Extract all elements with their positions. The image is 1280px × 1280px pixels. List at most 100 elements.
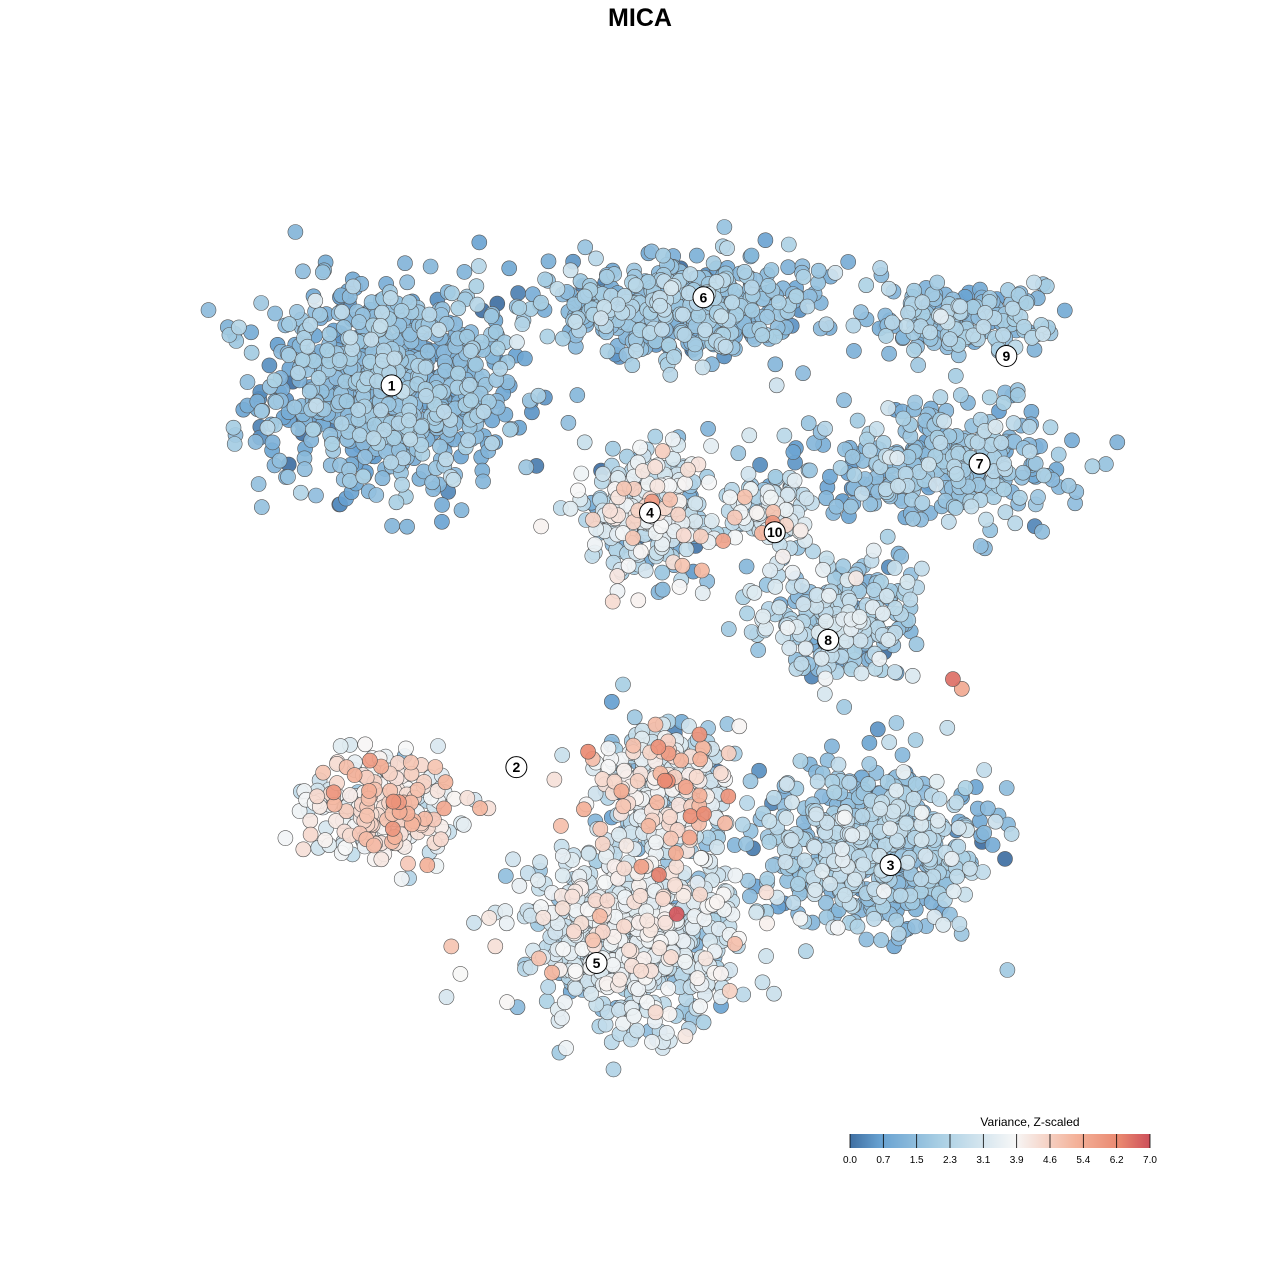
data-point [616,480,632,497]
legend-tick-label: 0.7 [876,1155,890,1166]
data-point [456,264,473,280]
data-point [902,591,919,608]
data-point [851,609,868,625]
data-point [910,357,927,373]
data-point [317,832,334,848]
data-point [362,752,378,769]
legend-tick-label: 5.4 [1076,1155,1090,1166]
data-point [861,735,878,751]
data-point [873,932,890,948]
data-point [231,319,247,336]
data-point [720,788,737,805]
legend: Variance, Z-scaled 0.0 0.7 1.5 2.3 3.1 3.9 4.6… [843,1115,1157,1166]
data-point [780,259,797,276]
data-point [437,362,454,379]
data-point [533,294,549,311]
data-point [402,431,419,448]
data-point [338,393,355,410]
cluster-label-3: 3 [879,854,902,877]
data-point [624,357,641,374]
data-point [872,801,888,817]
data-point [417,359,434,376]
legend-title: Variance, Z-scaled [980,1115,1079,1129]
data-point [875,435,892,451]
data-point [605,957,621,973]
data-point [600,740,617,757]
cluster-label-6: 6 [692,286,715,309]
data-point [995,327,1011,343]
data-point [301,383,318,400]
data-point [629,773,646,789]
data-point [1042,419,1059,436]
data-point [567,963,584,979]
legend-tick-label: 4.6 [1043,1155,1057,1166]
data-point [785,444,802,460]
data-point [280,469,296,485]
data-point [662,366,679,383]
data-point [760,277,777,294]
data-point [849,918,866,935]
data-point [511,877,528,894]
data-point [892,887,909,904]
data-point [832,460,849,476]
data-point [693,562,710,579]
data-point [792,910,809,927]
data-point [577,239,594,256]
data-point [308,487,324,504]
data-point [879,528,896,545]
data-point [287,224,304,240]
data-point [302,826,319,843]
data-point [904,667,921,684]
data-point [681,829,698,846]
data-point [239,374,256,390]
data-point [544,964,560,981]
data-point [295,263,311,280]
data-point [821,587,837,604]
data-point [499,994,515,1010]
data-point [907,394,924,411]
data-point [734,816,751,833]
data-point [762,489,779,506]
data-point [462,343,479,359]
data-point [719,240,735,256]
data-point [783,794,800,811]
data-point [913,832,930,848]
data-point [829,919,846,936]
data-point [647,1004,664,1021]
data-point [668,906,685,922]
data-point [374,304,390,321]
data-point [668,858,685,875]
data-point [878,328,894,344]
data-point [471,234,488,251]
data-point [302,316,319,333]
data-point [875,605,891,622]
data-point [1003,826,1020,842]
data-point [692,998,708,1015]
data-point [854,808,871,824]
data-point [952,387,969,403]
data-point [334,304,350,320]
data-point [399,518,415,535]
cluster-label-1: 1 [380,374,403,397]
data-point [716,219,733,235]
data-point [518,459,535,476]
data-point [878,588,895,604]
data-point [908,636,925,653]
data-point [898,815,915,832]
data-point [947,368,964,384]
data-point [430,738,446,754]
data-point [677,953,693,970]
data-point [997,851,1013,867]
data-point [871,651,888,667]
data-point [310,370,327,386]
data-point [443,938,460,955]
data-point [468,356,484,373]
data-point [492,360,508,377]
data-point [817,420,833,437]
data-point [930,812,946,829]
data-point [558,1040,574,1056]
data-point [1064,432,1080,449]
data-point [846,871,863,888]
data-point [289,304,305,320]
data-point [724,294,740,311]
